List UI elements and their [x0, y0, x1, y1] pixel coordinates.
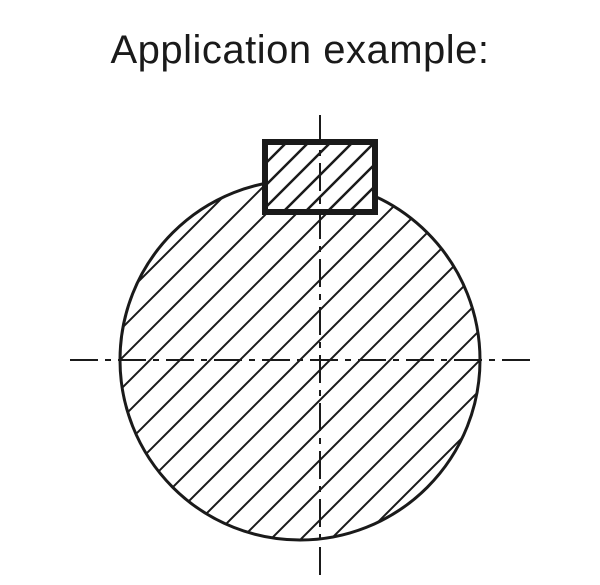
shaft-hatch: [110, 0, 490, 585]
application-diagram: [0, 0, 600, 585]
